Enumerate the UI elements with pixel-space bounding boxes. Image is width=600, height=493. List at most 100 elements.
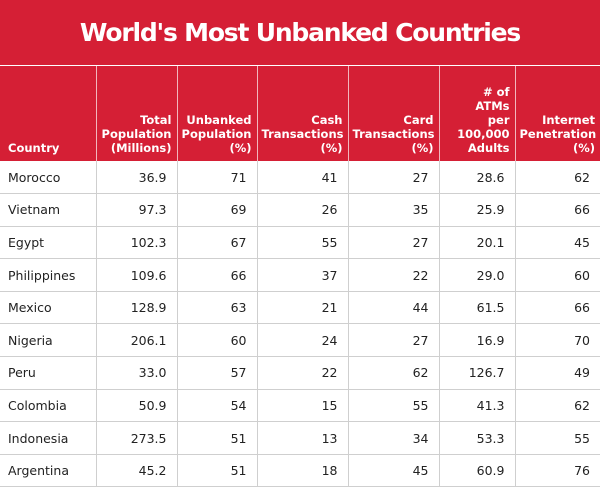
value-cell: 70	[515, 323, 600, 358]
value-cell: 27	[348, 161, 440, 195]
value-cell: 55	[515, 421, 600, 455]
value-cell: 63	[177, 291, 258, 325]
value-cell: 41.3	[439, 389, 516, 423]
column-header-line: ATMs	[475, 99, 510, 113]
table-row: Colombia 50.9 54 15 55 41.3 62	[0, 389, 600, 423]
column-header: Card Transactions (%)	[348, 66, 440, 161]
value-cell: 22	[348, 258, 440, 292]
table-body: Morocco 36.9 71 41 27 28.6 62 Vietnam 97.3 69 26 35…	[0, 161, 600, 488]
value-cell: 67	[177, 226, 258, 260]
table-row: Morocco 36.9 71 41 27 28.6 62	[0, 161, 600, 195]
column-header-line: (%)	[229, 141, 252, 155]
country-cell: Nigeria	[0, 323, 97, 358]
data-table: Country Total Population (Millions) Unbanked…	[0, 66, 600, 488]
column-header-line: Card	[403, 113, 434, 127]
value-cell: 126.7	[439, 356, 516, 390]
value-cell: 62	[515, 161, 600, 195]
table-row: Philippines 109.6 66 37 22 29.0 60	[0, 258, 600, 292]
column-header-line: (%)	[572, 141, 595, 155]
value-cell: 57	[177, 356, 258, 390]
value-cell: 54	[177, 389, 258, 423]
value-cell: 55	[257, 226, 349, 260]
country-cell: Egypt	[0, 226, 97, 260]
column-header-line: 100,000	[457, 127, 510, 141]
value-cell: 66	[177, 258, 258, 292]
country-cell: Colombia	[0, 389, 97, 423]
column-header-line: Cash	[311, 113, 343, 127]
value-cell: 60	[515, 258, 600, 292]
column-header-line: Penetration	[519, 127, 597, 141]
value-cell: 71	[177, 161, 258, 195]
value-cell: 62	[515, 389, 600, 423]
value-cell: 102.3	[96, 226, 178, 260]
value-cell: 13	[257, 421, 349, 455]
table-row: Nigeria 206.1 60 24 27 16.9 70	[0, 323, 600, 358]
value-cell: 55	[348, 389, 440, 423]
country-cell: Peru	[0, 356, 97, 390]
country-cell: Philippines	[0, 258, 97, 292]
value-cell: 41	[257, 161, 349, 195]
value-cell: 97.3	[96, 193, 178, 227]
value-cell: 60	[177, 323, 258, 358]
value-cell: 61.5	[439, 291, 516, 325]
value-cell: 76	[515, 454, 600, 488]
value-cell: 62	[348, 356, 440, 390]
column-header-line: # of	[482, 85, 510, 99]
value-cell: 60.9	[439, 454, 516, 488]
header-row: Country Total Population (Millions) Unbanked…	[0, 66, 600, 161]
value-cell: 25.9	[439, 193, 516, 227]
value-cell: 35	[348, 193, 440, 227]
value-cell: 22	[257, 356, 349, 390]
value-cell: 24	[257, 323, 349, 358]
value-cell: 50.9	[96, 389, 178, 423]
value-cell: 45	[348, 454, 440, 488]
value-cell: 26	[257, 193, 349, 227]
value-cell: 33.0	[96, 356, 178, 390]
table-row: Egypt 102.3 67 55 27 20.1 45	[0, 226, 600, 260]
column-header-line: Transactions	[261, 127, 344, 141]
country-cell: Mexico	[0, 291, 97, 325]
value-cell: 15	[257, 389, 349, 423]
value-cell: 109.6	[96, 258, 178, 292]
column-header-line: Internet	[542, 113, 595, 127]
value-cell: 29.0	[439, 258, 516, 292]
value-cell: 51	[177, 421, 258, 455]
column-header-line: Unbanked	[186, 113, 252, 127]
value-cell: 36.9	[96, 161, 178, 195]
column-header-line: (%)	[411, 141, 434, 155]
table-row: Mexico 128.9 63 21 44 61.5 66	[0, 291, 600, 325]
value-cell: 34	[348, 421, 440, 455]
table-row: Peru 33.0 57 22 62 126.7 49	[0, 356, 600, 390]
value-cell: 18	[257, 454, 349, 488]
column-header-line: Population	[101, 127, 172, 141]
value-cell: 45.2	[96, 454, 178, 488]
value-cell: 51	[177, 454, 258, 488]
country-cell: Vietnam	[0, 193, 97, 227]
value-cell: 206.1	[96, 323, 178, 358]
column-header: Cash Transactions (%)	[257, 66, 349, 161]
table-row: Argentina 45.2 51 18 45 60.9 76	[0, 454, 600, 488]
value-cell: 273.5	[96, 421, 178, 455]
column-header: # of ATMs per 100,000 Adults	[439, 66, 516, 161]
column-header-line: per	[487, 113, 510, 127]
column-header-line: (Millions)	[110, 141, 172, 155]
column-header-line: Adults	[467, 141, 510, 155]
country-cell: Indonesia	[0, 421, 97, 455]
column-header: Internet Penetration (%)	[515, 66, 600, 161]
value-cell: 49	[515, 356, 600, 390]
value-cell: 16.9	[439, 323, 516, 358]
column-header: Total Population (Millions)	[96, 66, 178, 161]
value-cell: 69	[177, 193, 258, 227]
value-cell: 21	[257, 291, 349, 325]
value-cell: 27	[348, 323, 440, 358]
table-title: World's Most Unbanked Countries	[79, 18, 521, 47]
column-header: Unbanked Population (%)	[177, 66, 258, 161]
column-header-line: (%)	[320, 141, 343, 155]
value-cell: 37	[257, 258, 349, 292]
value-cell: 53.3	[439, 421, 516, 455]
column-header-line: Transactions	[352, 127, 435, 141]
value-cell: 44	[348, 291, 440, 325]
table-row: Vietnam 97.3 69 26 35 25.9 66	[0, 193, 600, 227]
column-header: Country	[0, 66, 97, 161]
